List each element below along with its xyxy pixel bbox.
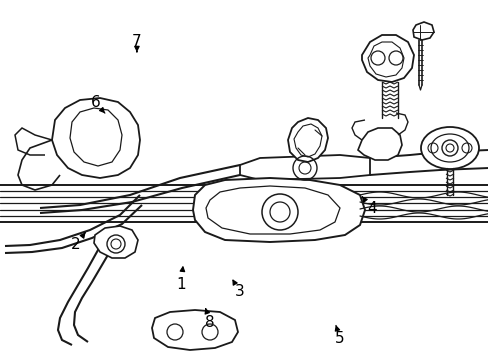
- Ellipse shape: [430, 134, 468, 162]
- Ellipse shape: [420, 127, 478, 169]
- Text: 5: 5: [334, 325, 344, 346]
- Polygon shape: [240, 155, 369, 180]
- Text: 1: 1: [176, 267, 185, 292]
- Text: 6: 6: [90, 95, 104, 113]
- Text: 3: 3: [232, 280, 244, 299]
- Polygon shape: [193, 178, 364, 242]
- Text: 4: 4: [362, 197, 376, 216]
- Text: 8: 8: [205, 309, 215, 330]
- Polygon shape: [357, 128, 401, 160]
- Polygon shape: [412, 22, 433, 40]
- Circle shape: [441, 140, 457, 156]
- Polygon shape: [52, 98, 140, 178]
- Polygon shape: [152, 310, 238, 350]
- Polygon shape: [361, 35, 413, 82]
- Polygon shape: [287, 118, 327, 162]
- Text: 2: 2: [71, 233, 85, 252]
- Text: 7: 7: [132, 34, 142, 52]
- Polygon shape: [94, 226, 138, 258]
